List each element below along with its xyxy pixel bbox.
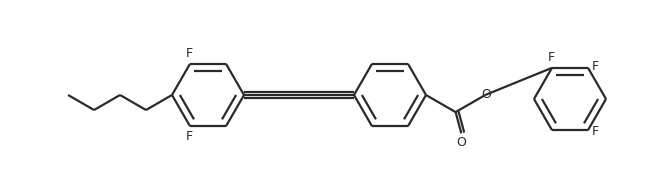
Text: O: O (481, 88, 491, 101)
Text: F: F (547, 51, 555, 64)
Text: F: F (592, 60, 599, 73)
Text: F: F (185, 130, 193, 143)
Text: F: F (185, 47, 193, 60)
Text: O: O (456, 136, 466, 149)
Text: F: F (592, 125, 599, 138)
